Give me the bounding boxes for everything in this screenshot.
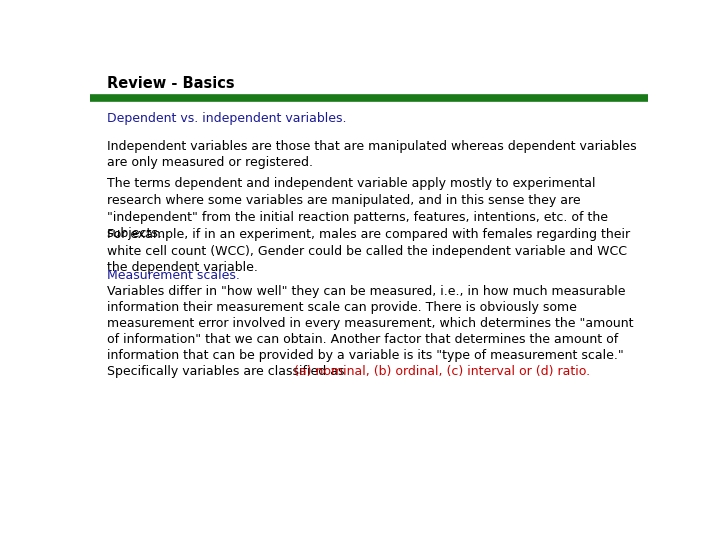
Text: information their measurement scale can provide. There is obviously some: information their measurement scale can … xyxy=(107,301,577,314)
Text: measurement error involved in every measurement, which determines the "amount: measurement error involved in every meas… xyxy=(107,317,634,330)
Text: Specifically variables are classified as: Specifically variables are classified as xyxy=(107,365,348,378)
Text: Measurement scales.: Measurement scales. xyxy=(107,269,240,282)
Text: The terms dependent and independent variable apply mostly to experimental
resear: The terms dependent and independent vari… xyxy=(107,177,608,240)
Text: Dependent vs. independent variables.: Dependent vs. independent variables. xyxy=(107,112,346,125)
Text: (a) nominal, (b) ordinal, (c) interval or (d) ratio.: (a) nominal, (b) ordinal, (c) interval o… xyxy=(294,365,590,378)
Text: Review - Basics: Review - Basics xyxy=(107,76,235,91)
Text: Variables differ in "how well" they can be measured, i.e., in how much measurabl: Variables differ in "how well" they can … xyxy=(107,285,625,298)
Text: Independent variables are those that are manipulated whereas dependent variables: Independent variables are those that are… xyxy=(107,140,636,170)
Text: information that can be provided by a variable is its "type of measurement scale: information that can be provided by a va… xyxy=(107,349,624,362)
Text: of information" that we can obtain. Another factor that determines the amount of: of information" that we can obtain. Anot… xyxy=(107,333,618,346)
Text: For example, if in an experiment, males are compared with females regarding thei: For example, if in an experiment, males … xyxy=(107,228,630,274)
